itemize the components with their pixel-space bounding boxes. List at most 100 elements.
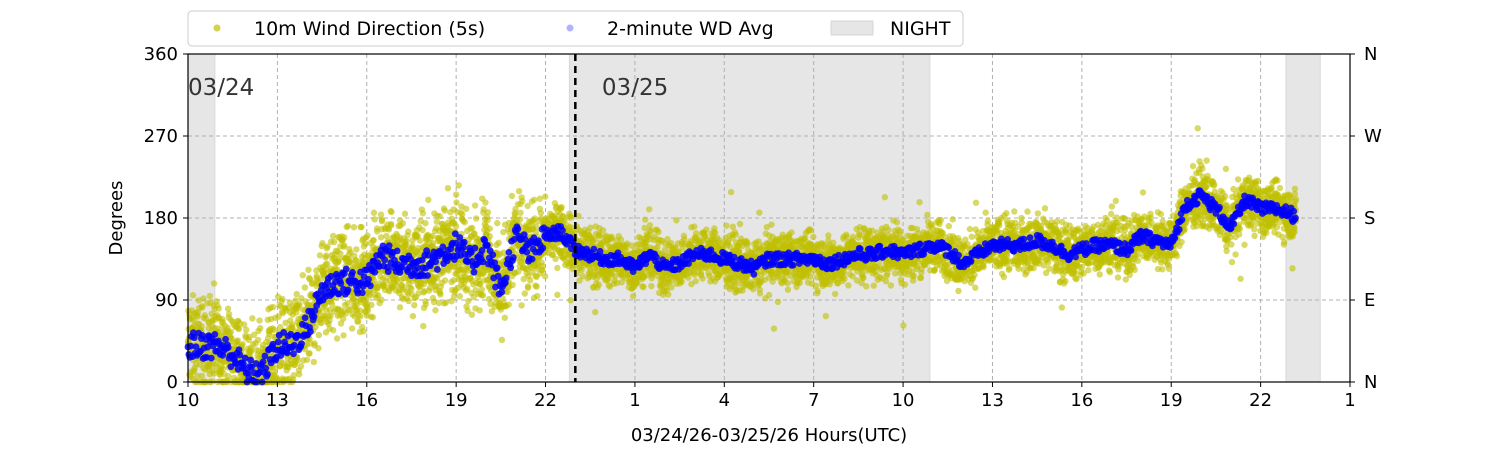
raw-point [604, 275, 612, 282]
raw-point [256, 317, 263, 324]
raw-point [679, 245, 686, 252]
raw-point [422, 301, 429, 308]
raw-point [441, 277, 449, 284]
raw-point [924, 211, 931, 219]
raw-point [667, 239, 675, 247]
raw-point [1034, 210, 1042, 217]
raw-point [419, 210, 427, 217]
raw-point [599, 227, 607, 234]
raw-point [966, 225, 974, 233]
raw-point [299, 271, 306, 279]
raw-point [328, 301, 336, 308]
raw-point [697, 270, 705, 277]
raw-point [409, 312, 417, 320]
raw-point [900, 322, 907, 329]
raw-point [422, 220, 429, 227]
raw-point [539, 262, 546, 270]
raw-point [459, 210, 466, 218]
raw-point [591, 236, 599, 243]
raw-point [515, 187, 523, 195]
raw-point [972, 199, 980, 206]
raw-point [198, 372, 206, 380]
raw-point [955, 287, 962, 295]
raw-point [323, 260, 331, 268]
raw-point [215, 305, 222, 312]
raw-point [937, 216, 945, 224]
raw-point [405, 228, 412, 235]
raw-point [640, 283, 647, 291]
raw-point [1011, 208, 1018, 215]
raw-point [485, 295, 493, 303]
raw-point [479, 292, 487, 299]
raw-point [356, 307, 364, 314]
raw-point [541, 193, 549, 200]
raw-point [228, 335, 235, 342]
raw-point [200, 295, 207, 302]
raw-point [484, 209, 492, 216]
raw-point [303, 356, 311, 363]
raw-point [369, 314, 377, 321]
raw-point [1041, 205, 1049, 212]
raw-point [388, 208, 395, 216]
raw-point [996, 222, 1003, 229]
raw-point [482, 199, 489, 206]
raw-point [849, 233, 857, 241]
raw-point [429, 239, 437, 247]
raw-point [537, 209, 545, 217]
raw-point [450, 277, 457, 284]
raw-point [399, 220, 407, 227]
raw-point [712, 229, 719, 237]
raw-point [269, 303, 277, 311]
raw-point [500, 228, 507, 236]
raw-point [629, 292, 637, 300]
raw-point [378, 216, 386, 224]
raw-point [744, 239, 751, 247]
raw-point [736, 248, 743, 255]
raw-point [646, 222, 654, 229]
raw-point [1058, 304, 1066, 311]
raw-point [673, 217, 680, 224]
raw-point [323, 252, 330, 259]
raw-point [628, 242, 635, 249]
raw-point [476, 280, 484, 288]
raw-point [327, 312, 334, 320]
raw-point [337, 250, 344, 257]
raw-point [353, 246, 360, 253]
raw-point [465, 297, 472, 305]
raw-point [484, 217, 491, 224]
raw-point [371, 216, 378, 223]
raw-point [403, 237, 410, 245]
raw-point [310, 358, 318, 366]
raw-point [554, 291, 561, 299]
raw-point [333, 335, 341, 342]
raw-point [312, 323, 319, 331]
raw-point [456, 293, 463, 300]
raw-point [887, 282, 895, 289]
raw-point [277, 323, 284, 331]
raw-point [198, 323, 205, 330]
raw-point [558, 203, 565, 211]
raw-point [370, 236, 377, 244]
raw-point [661, 246, 669, 253]
raw-point [486, 232, 493, 240]
raw-point [421, 287, 428, 295]
raw-point [517, 209, 524, 216]
raw-point [524, 202, 531, 210]
raw-point [520, 275, 527, 283]
raw-point [225, 310, 233, 318]
raw-point [295, 371, 303, 378]
raw-point [678, 278, 685, 285]
raw-point [250, 331, 258, 339]
raw-point [245, 333, 253, 341]
raw-point [807, 273, 814, 280]
raw-point [464, 285, 471, 293]
raw-point [668, 284, 675, 291]
raw-point [341, 242, 348, 249]
raw-point [1003, 210, 1010, 217]
raw-point [306, 350, 313, 357]
raw-point [387, 222, 395, 229]
raw-point [646, 206, 653, 213]
raw-point [519, 197, 526, 205]
raw-point [339, 315, 347, 322]
